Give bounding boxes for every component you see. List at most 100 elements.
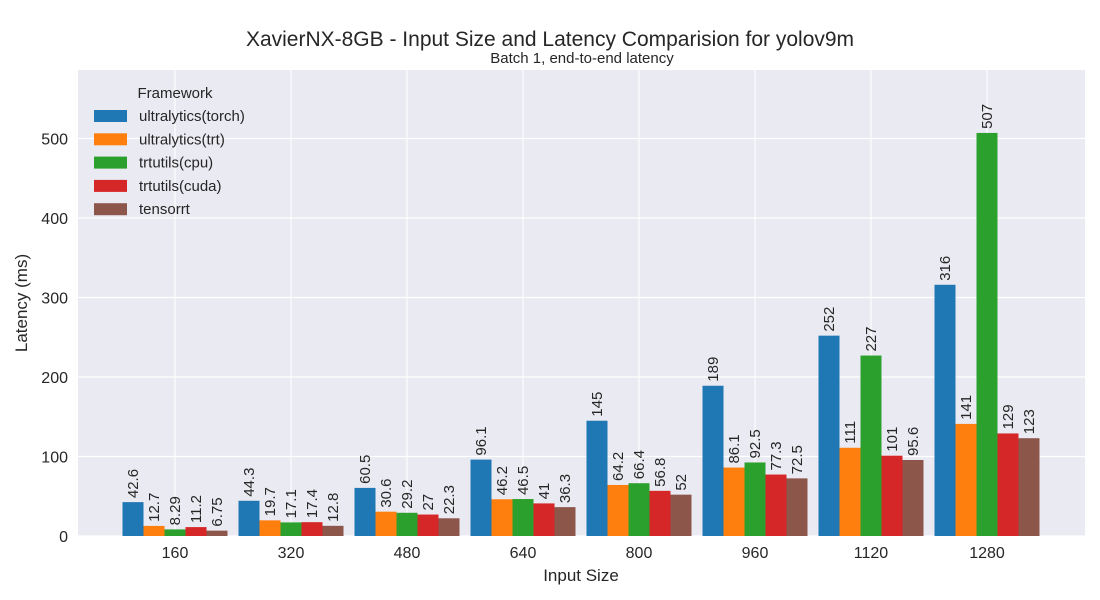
bar xyxy=(628,483,650,536)
bar xyxy=(902,459,924,536)
bar-value-label: 141 xyxy=(958,395,975,420)
bar-value-label: 46.5 xyxy=(515,466,532,495)
bar xyxy=(839,447,861,536)
bar-value-label: 60.5 xyxy=(357,455,374,484)
x-tick-label: 960 xyxy=(742,545,769,562)
bars xyxy=(122,132,1040,536)
bar xyxy=(818,335,840,536)
bar-value-label: 42.6 xyxy=(125,469,142,498)
bar xyxy=(164,529,186,536)
bar xyxy=(744,462,766,536)
bar xyxy=(881,455,903,536)
bar xyxy=(417,514,439,536)
bar xyxy=(997,433,1019,536)
bar xyxy=(322,525,344,536)
bar xyxy=(649,490,671,536)
bar xyxy=(533,503,555,536)
y-tick-label: 0 xyxy=(59,529,68,546)
legend-swatch xyxy=(94,110,127,122)
bar xyxy=(670,494,692,536)
bar-value-label: 92.5 xyxy=(747,429,764,458)
bar xyxy=(702,385,724,536)
bar-value-label: 44.3 xyxy=(241,468,258,497)
bar-value-label: 12.7 xyxy=(146,493,163,522)
bar-value-label: 11.2 xyxy=(188,495,205,523)
bar xyxy=(122,502,144,536)
legend-swatch xyxy=(94,156,127,169)
plot-area xyxy=(78,70,1085,536)
bar xyxy=(976,132,998,536)
bar-value-label: 8.29 xyxy=(167,496,184,525)
bar-value-label: 66.4 xyxy=(631,450,648,479)
bar-value-label: 316 xyxy=(937,256,954,281)
bar-value-label: 17.1 xyxy=(283,489,300,518)
bar xyxy=(586,420,608,536)
x-tick-label: 1280 xyxy=(969,545,1005,562)
bar xyxy=(206,530,228,536)
bar-value-label: 123 xyxy=(1021,409,1038,434)
bar xyxy=(396,512,418,536)
legend-item-label: ultralytics(torch) xyxy=(139,108,245,125)
legend-item-label: tensorrt xyxy=(139,201,191,218)
x-tick-label: 640 xyxy=(510,545,537,562)
bar-value-label: 22.3 xyxy=(441,485,458,514)
bar xyxy=(1018,438,1040,536)
legend-item-label: ultralytics(trt) xyxy=(139,131,225,148)
y-tick-label: 400 xyxy=(41,211,68,228)
bar-value-label: 111 xyxy=(842,421,859,444)
bar-value-label: 86.1 xyxy=(726,434,743,463)
bar xyxy=(375,511,397,536)
bar-value-label: 95.6 xyxy=(905,427,922,456)
bar-value-label: 52 xyxy=(673,474,690,491)
bar-value-label: 27 xyxy=(420,494,437,511)
legend-swatch xyxy=(94,179,127,192)
chart-title: XavierNX-8GB - Input Size and Latency Co… xyxy=(246,28,854,51)
bar xyxy=(723,467,745,536)
bar-value-label: 96.1 xyxy=(473,426,490,455)
y-axis-label: Latency (ms) xyxy=(12,254,31,352)
x-tick-label: 480 xyxy=(394,545,421,562)
y-tick-label: 200 xyxy=(41,370,68,387)
bar xyxy=(470,459,492,536)
legend-swatch xyxy=(94,203,127,216)
bar-value-label: 17.4 xyxy=(304,489,321,518)
y-tick-label: 100 xyxy=(41,450,68,467)
bar xyxy=(554,507,576,536)
bar xyxy=(259,520,281,536)
bar xyxy=(185,527,207,536)
bar-value-label: 227 xyxy=(863,327,880,352)
bar-value-label: 101 xyxy=(884,427,901,452)
bar-value-label: 46.2 xyxy=(494,466,511,495)
legend: Framework ultralytics(torch) ultralytics(… xyxy=(94,85,245,218)
chart-subtitle: Batch 1, end-to-end latency xyxy=(490,50,674,67)
bar-value-label: 56.8 xyxy=(652,458,669,487)
x-axis-label: Input Size xyxy=(543,566,619,585)
bar-value-label: 145 xyxy=(589,392,606,417)
legend-item-label: trtutils(cuda) xyxy=(139,178,222,195)
y-tick-label: 500 xyxy=(41,132,68,149)
legend-item-label: trtutils(cpu) xyxy=(139,155,213,172)
bar-value-label: 19.7 xyxy=(262,487,279,516)
bar-value-label: 252 xyxy=(821,307,838,332)
bar xyxy=(765,474,787,536)
bar xyxy=(512,499,534,536)
bar-value-label: 36.3 xyxy=(557,474,574,503)
bar xyxy=(143,525,165,536)
bar-value-label: 6.75 xyxy=(209,497,226,526)
bar-value-label: 129 xyxy=(1000,404,1017,429)
bar-value-label: 507 xyxy=(979,104,996,129)
bar xyxy=(438,518,460,536)
bar xyxy=(280,522,302,536)
bar-value-label: 77.3 xyxy=(768,441,785,470)
bar-value-label: 189 xyxy=(705,357,722,382)
bar xyxy=(491,499,513,536)
bar-value-label: 72.5 xyxy=(789,445,806,474)
bar xyxy=(354,487,376,536)
bar-labels: 42.6 44.3 60.5 96.1 145 189 252 316 12.7 19.7 30.6… xyxy=(125,104,1038,527)
bar xyxy=(607,484,629,536)
bar-value-label: 29.2 xyxy=(399,480,416,509)
x-tick-label: 800 xyxy=(626,545,653,562)
bar xyxy=(301,522,323,536)
legend-swatch xyxy=(94,133,127,146)
